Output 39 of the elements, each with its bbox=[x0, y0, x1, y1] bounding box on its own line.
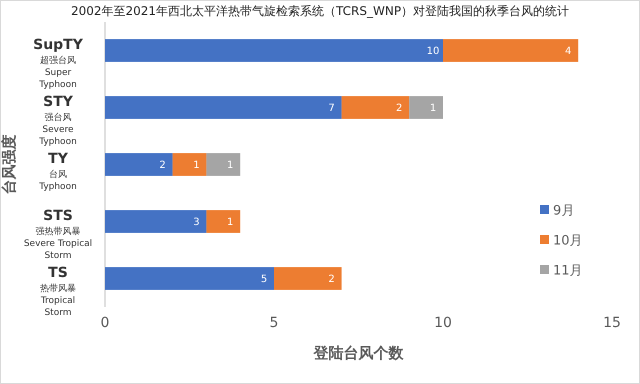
bar bbox=[105, 39, 443, 62]
data-label: 3 bbox=[193, 217, 200, 228]
x-axis-title: 登陆台风个数 bbox=[312, 344, 404, 362]
bar bbox=[105, 153, 173, 176]
y-axis-title: 台风强度 bbox=[0, 134, 18, 194]
y-tick-label: TS 热带风暴 Tropical Storm bbox=[40, 265, 76, 318]
legend-label: 9月 bbox=[553, 204, 574, 219]
data-label: 1 bbox=[430, 103, 436, 114]
bar bbox=[443, 39, 578, 62]
chart-title: 2002年至2021年西北太平洋热带气旋检索系统（TCRS_WNP）对登陆我国的秋季台风的统计 bbox=[70, 4, 570, 18]
data-label: 1 bbox=[227, 160, 234, 171]
y-tick-label: STS 强热带风暴 Severe Tropical Storm bbox=[24, 208, 92, 262]
x-tick-label: 15 bbox=[603, 315, 621, 331]
data-label: 2 bbox=[159, 160, 166, 171]
x-tick-label: 0 bbox=[100, 315, 110, 331]
bar bbox=[105, 210, 206, 233]
x-tick-label: 5 bbox=[270, 315, 278, 331]
bar bbox=[342, 96, 410, 119]
data-label: 2 bbox=[396, 103, 402, 114]
legend-label: 10月 bbox=[553, 234, 583, 249]
data-label: 1 bbox=[193, 160, 200, 171]
data-label: 10 bbox=[426, 46, 440, 57]
data-label: 2 bbox=[328, 274, 335, 285]
legend-label: 11月 bbox=[553, 264, 583, 279]
data-label: 5 bbox=[260, 274, 268, 285]
y-tick-label: SupTY 超强台风 Super Typhoon bbox=[33, 37, 84, 90]
bar bbox=[409, 96, 443, 119]
x-tick-label: 10 bbox=[434, 315, 452, 331]
data-label: 4 bbox=[565, 46, 572, 57]
bar bbox=[172, 153, 206, 176]
bar bbox=[274, 267, 342, 290]
data-label: 1 bbox=[227, 217, 234, 228]
y-tick-label: TY 台风 Typhoon bbox=[38, 151, 77, 192]
bar bbox=[105, 267, 274, 290]
data-label: 7 bbox=[328, 103, 335, 114]
bar bbox=[206, 210, 240, 233]
y-tick-label: STY 强台风 Severe Typhoon bbox=[38, 94, 77, 148]
bar bbox=[105, 96, 342, 119]
bar bbox=[206, 153, 240, 176]
